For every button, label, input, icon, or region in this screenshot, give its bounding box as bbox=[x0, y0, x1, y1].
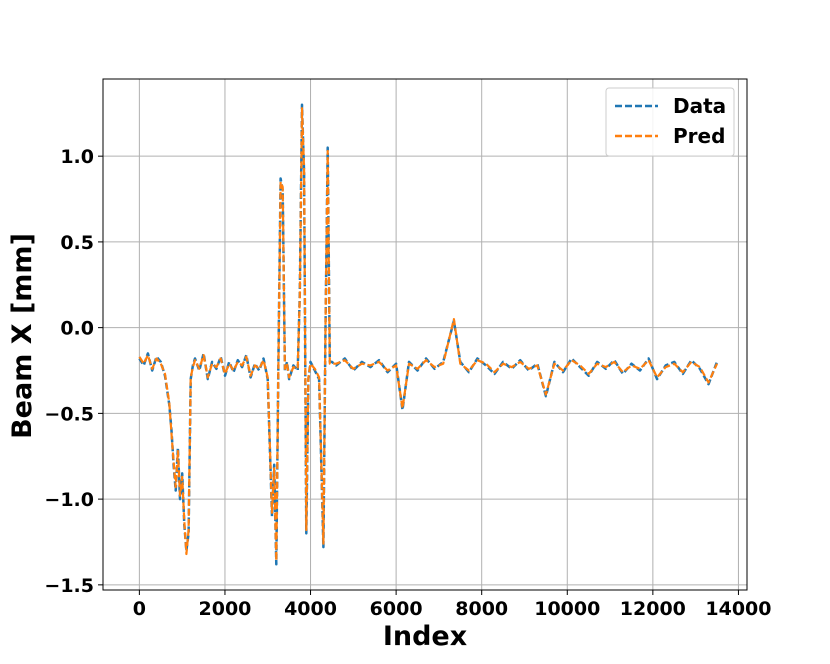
x-tick-label: 14000 bbox=[705, 598, 771, 620]
x-tick-label: 2000 bbox=[199, 598, 252, 620]
plot-frame bbox=[102, 78, 748, 591]
x-tick-label: 12000 bbox=[620, 598, 686, 620]
y-axis-label: Beam X [mm] bbox=[7, 233, 38, 439]
series-line-data bbox=[138, 103, 719, 566]
series-lines bbox=[138, 103, 719, 566]
x-tick-label: 8000 bbox=[455, 598, 508, 620]
y-tick-label: 0.0 bbox=[60, 318, 94, 340]
x-tick-label: 10000 bbox=[534, 598, 600, 620]
legend-label-pred: Pred bbox=[673, 124, 725, 148]
y-tick-label: −0.5 bbox=[44, 403, 94, 425]
y-tick-label: 0.5 bbox=[60, 232, 94, 254]
x-axis-label: Index bbox=[383, 621, 467, 652]
x-tick-label: 6000 bbox=[370, 598, 423, 620]
legend-label-data: Data bbox=[673, 94, 726, 118]
legend: Data Pred bbox=[605, 87, 735, 157]
series-line-pred bbox=[138, 107, 719, 562]
x-tick-label: 4000 bbox=[284, 598, 337, 620]
y-tick-label: −1.5 bbox=[44, 575, 94, 597]
y-tick-label: −1.0 bbox=[44, 489, 94, 511]
grid-lines bbox=[103, 79, 747, 590]
axis-ticks: 0 2000 4000 6000 8000 10000 12000 14000 1.0 0.5 0.… bbox=[44, 146, 771, 620]
y-tick-label: 1.0 bbox=[60, 146, 94, 168]
x-tick-label: 0 bbox=[133, 598, 146, 620]
